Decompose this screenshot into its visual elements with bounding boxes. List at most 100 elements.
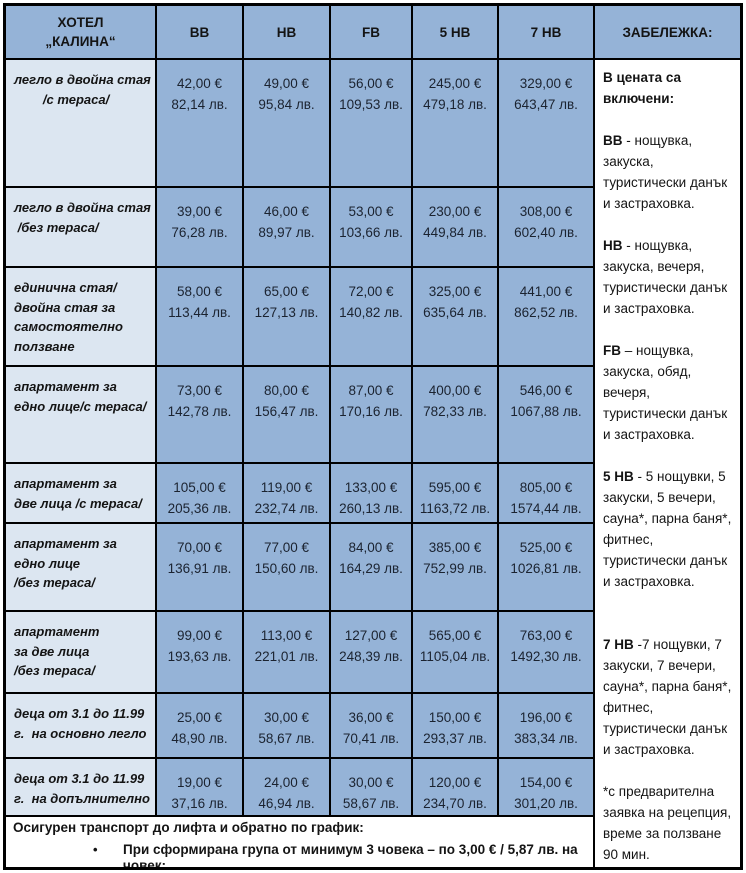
price-cell: 70,00 € 136,91 лв.	[157, 524, 242, 610]
price-eur: 24,00 €	[263, 775, 310, 790]
price-bgn: 109,53 лв.	[339, 97, 403, 112]
transport-bullet-1: • При сформирана група от минимум 3 чове…	[93, 842, 589, 867]
price-bgn: 1492,30 лв.	[510, 649, 582, 664]
price-cell: 46,00 € 89,97 лв.	[244, 188, 329, 266]
price-eur: 245,00 €	[428, 76, 482, 91]
price-eur: 133,00 €	[344, 480, 398, 495]
price-cell: 400,00 € 782,33 лв.	[413, 367, 497, 462]
price-bgn: 89,97 лв.	[258, 225, 315, 240]
price-bgn: 46,94 лв.	[258, 796, 315, 811]
price-eur: 119,00 €	[260, 480, 313, 495]
price-eur: 73,00 €	[176, 383, 223, 398]
notes-intro: В цената са включени:	[603, 70, 682, 106]
price-eur: 385,00 €	[428, 540, 482, 555]
price-cell: 19,00 € 37,16 лв.	[157, 759, 242, 815]
price-bgn: 221,01 лв.	[254, 649, 319, 664]
price-cell: 150,00 € 293,37 лв.	[413, 694, 497, 757]
row-label: легло в двойна стая /с тераса/	[6, 60, 155, 186]
price-cell: 325,00 € 635,64 лв.	[413, 268, 497, 365]
note-item-5hb: 5 HB - 5 нощувки, 5 закуски, 5 вечери, с…	[603, 466, 735, 592]
price-bgn: 48,90 лв.	[171, 731, 228, 746]
row-label: легло в двойна стая /без тераса/	[6, 188, 155, 266]
price-bgn: 1067,88 лв.	[510, 404, 582, 419]
price-bgn: 293,37 лв.	[423, 731, 487, 746]
price-cell: 87,00 € 170,16 лв.	[331, 367, 411, 462]
price-cell: 154,00 € 301,20 лв.	[499, 759, 593, 815]
notes-footnote: *с предварителна заявка на рецепция, вре…	[603, 784, 732, 862]
price-bgn: 164,29 лв.	[339, 561, 403, 576]
price-cell: 127,00 € 248,39 лв.	[331, 612, 411, 692]
note-item-hb: HB - нощувка, закуска, вечеря, туристиче…	[603, 235, 735, 319]
price-cell: 805,00 € 1574,44 лв.	[499, 464, 593, 522]
price-bgn: 58,67 лв.	[342, 796, 400, 811]
note-term-bb: BB	[603, 133, 623, 148]
price-bgn: 103,66 лв.	[339, 225, 403, 240]
price-eur: 39,00 €	[176, 204, 223, 219]
price-eur: 308,00 €	[519, 204, 573, 219]
price-cell: 58,00 € 113,44 лв.	[157, 268, 242, 365]
price-bgn: 782,33 лв.	[423, 404, 487, 419]
price-eur: 30,00 €	[348, 775, 394, 790]
price-bgn: 1574,44 лв.	[510, 501, 582, 516]
price-bgn: 37,16 лв.	[171, 796, 228, 811]
note-desc-hb: - нощувка, закуска, вечеря, туристически…	[603, 238, 728, 316]
price-eur: 150,00 €	[428, 710, 482, 725]
price-cell: 308,00 € 602,40 лв.	[499, 188, 593, 266]
transport-title: Осигурен транспорт до лифта и обратно по…	[13, 820, 364, 835]
price-eur: 77,00 €	[263, 540, 310, 555]
notes-column: В цената са включени: BB - нощувка, заку…	[595, 60, 740, 867]
price-cell: 30,00 € 58,67 лв.	[331, 759, 411, 815]
price-bgn: 248,39 лв.	[339, 649, 403, 664]
price-cell: 329,00 € 643,47 лв.	[499, 60, 593, 186]
price-cell: 73,00 € 142,78 лв.	[157, 367, 242, 462]
price-eur: 329,00 €	[519, 76, 573, 91]
price-bgn: 170,16 лв.	[339, 404, 403, 419]
price-cell: 230,00 € 449,84 лв.	[413, 188, 497, 266]
price-bgn: 301,20 лв.	[514, 796, 578, 811]
price-bgn: 232,74 лв.	[254, 501, 319, 516]
price-bgn: 260,13 лв.	[339, 501, 403, 516]
price-eur: 84,00 €	[348, 540, 394, 555]
row-label: апартамент за две лица /без тераса/	[6, 612, 155, 692]
price-cell: 49,00 € 95,84 лв.	[244, 60, 329, 186]
note-item-bb: BB - нощувка, закуска, туристически данъ…	[603, 130, 735, 214]
price-eur: 72,00 €	[348, 284, 394, 299]
col-header-hb: HB	[244, 6, 329, 58]
price-eur: 42,00 €	[176, 76, 223, 91]
col-header-bb: BB	[157, 6, 242, 58]
price-eur: 230,00 €	[428, 204, 482, 219]
price-cell: 24,00 € 46,94 лв.	[244, 759, 329, 815]
price-eur: 87,00 €	[348, 383, 394, 398]
price-bgn: 113,44 лв.	[168, 305, 231, 320]
price-eur: 400,00 €	[428, 383, 482, 398]
price-cell: 72,00 € 140,82 лв.	[331, 268, 411, 365]
price-bgn: 136,91 лв.	[167, 561, 232, 576]
price-cell: 56,00 € 109,53 лв.	[331, 60, 411, 186]
price-cell: 546,00 € 1067,88 лв.	[499, 367, 593, 462]
price-bgn: 752,99 лв.	[423, 561, 487, 576]
transport-info: Осигурен транспорт до лифта и обратно по…	[6, 817, 593, 867]
price-cell: 565,00 € 1105,04 лв.	[413, 612, 497, 692]
price-eur: 65,00 €	[263, 284, 310, 299]
transport-bullet-text: При сформирана група от минимум 3 човека…	[123, 842, 578, 867]
price-cell: 53,00 € 103,66 лв.	[331, 188, 411, 266]
price-eur: 763,00 €	[519, 628, 573, 643]
price-bgn: 82,14 лв.	[171, 97, 228, 112]
price-bgn: 643,47 лв.	[514, 97, 578, 112]
price-cell: 39,00 € 76,28 лв.	[157, 188, 242, 266]
price-cell: 99,00 € 193,63 лв.	[157, 612, 242, 692]
price-eur: 565,00 €	[428, 628, 482, 643]
price-bgn: 635,64 лв.	[423, 305, 487, 320]
note-desc-fb: – нощувка, закуска, обяд, вечеря, турист…	[603, 343, 728, 442]
price-eur: 25,00 €	[176, 710, 223, 725]
price-bgn: 862,52 лв.	[514, 305, 578, 320]
price-eur: 70,00 €	[176, 540, 223, 555]
price-eur: 196,00 €	[519, 710, 573, 725]
price-eur: 325,00 €	[428, 284, 482, 299]
price-eur: 525,00 €	[519, 540, 573, 555]
price-bgn: 479,18 лв.	[423, 97, 487, 112]
note-desc-bb: - нощувка, закуска, туристически данък и…	[603, 133, 728, 211]
price-cell: 105,00 € 205,36 лв.	[157, 464, 242, 522]
price-eur: 56,00 €	[348, 76, 394, 91]
price-eur: 80,00 €	[263, 383, 310, 398]
